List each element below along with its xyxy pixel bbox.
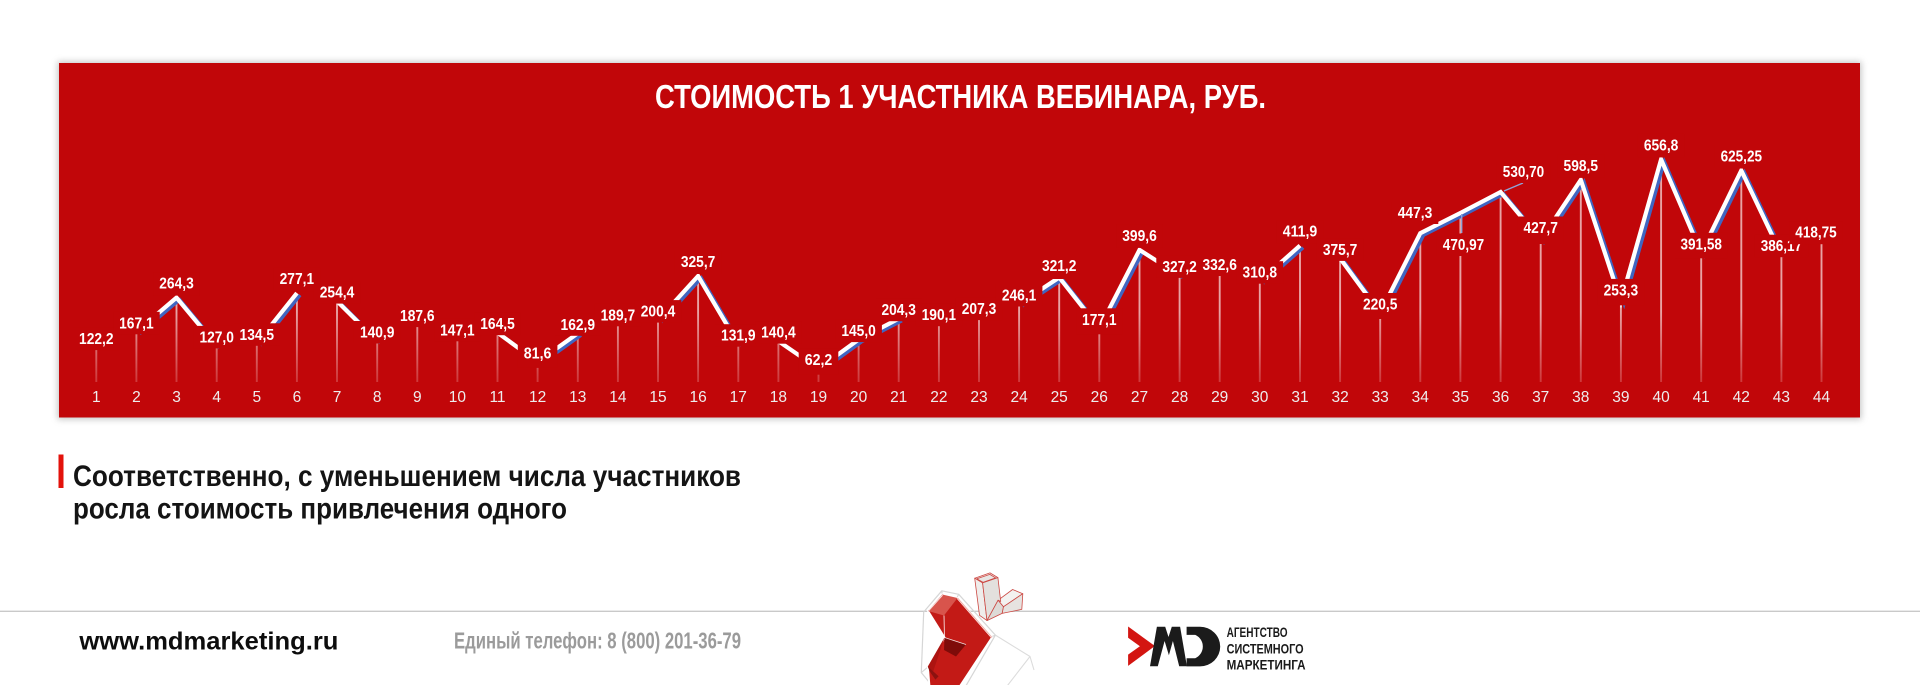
svg-text:145,0: 145,0	[841, 323, 876, 340]
svg-text:325,7: 325,7	[681, 254, 716, 271]
svg-text:134,5: 134,5	[240, 327, 275, 344]
svg-text:9: 9	[413, 389, 422, 406]
svg-text:246,1: 246,1	[1002, 288, 1037, 305]
svg-text:162,9: 162,9	[561, 317, 596, 334]
svg-text:СТОИМОСТЬ 1 УЧАСТНИКА ВЕБИНАРА: СТОИМОСТЬ 1 УЧАСТНИКА ВЕБИНАРА, РУБ.	[655, 78, 1266, 115]
svg-text:12: 12	[529, 389, 546, 406]
svg-text:33: 33	[1372, 389, 1389, 406]
svg-text:25: 25	[1051, 389, 1068, 406]
svg-text:253,3: 253,3	[1604, 282, 1639, 299]
svg-text:375,7: 375,7	[1323, 242, 1358, 259]
svg-text:470,97: 470,97	[1443, 237, 1484, 254]
svg-text:131,9: 131,9	[721, 328, 756, 345]
svg-text:29: 29	[1211, 389, 1228, 406]
svg-text:18: 18	[770, 389, 787, 406]
svg-text:2: 2	[132, 389, 141, 406]
svg-text:310,8: 310,8	[1243, 265, 1278, 282]
svg-text:Соответственно, с уменьшением: Соответственно, с уменьшением числа учас…	[73, 460, 741, 493]
svg-text:17: 17	[730, 389, 747, 406]
svg-text:30: 30	[1251, 389, 1269, 406]
svg-text:127,0: 127,0	[199, 329, 234, 346]
svg-text:26: 26	[1091, 389, 1108, 406]
svg-text:140,9: 140,9	[360, 325, 395, 342]
svg-text:МАРКЕТИНГА: МАРКЕТИНГА	[1227, 656, 1306, 672]
svg-text:656,8: 656,8	[1644, 137, 1679, 154]
svg-text:391,58: 391,58	[1681, 236, 1722, 253]
svg-text:6: 6	[293, 389, 302, 406]
svg-text:167,1: 167,1	[119, 315, 154, 332]
svg-text:321,2: 321,2	[1042, 258, 1077, 275]
svg-text:254,4: 254,4	[320, 285, 355, 302]
svg-text:34: 34	[1412, 389, 1430, 406]
svg-text:СИСТЕМНОГО: СИСТЕМНОГО	[1227, 641, 1304, 657]
svg-text:23: 23	[970, 389, 987, 406]
svg-text:411,9: 411,9	[1283, 224, 1318, 241]
svg-text:АГЕНТСТВО: АГЕНТСТВО	[1227, 624, 1288, 640]
svg-text:7: 7	[333, 389, 342, 406]
svg-text:418,75: 418,75	[1795, 225, 1836, 242]
svg-text:399,6: 399,6	[1122, 228, 1157, 245]
svg-text:42: 42	[1733, 389, 1750, 406]
svg-text:140,4: 140,4	[761, 325, 796, 342]
svg-text:22: 22	[930, 389, 947, 406]
svg-text:20: 20	[850, 389, 868, 406]
svg-text:16: 16	[689, 389, 706, 406]
svg-text:200,4: 200,4	[641, 304, 676, 321]
svg-text:177,1: 177,1	[1082, 312, 1117, 329]
svg-text:220,5: 220,5	[1363, 297, 1398, 314]
svg-text:10: 10	[449, 389, 467, 406]
svg-text:www.mdmarketing.ru: www.mdmarketing.ru	[78, 627, 338, 655]
svg-text:40: 40	[1652, 389, 1670, 406]
svg-text:38: 38	[1572, 389, 1589, 406]
svg-text:122,2: 122,2	[79, 331, 114, 348]
svg-text:41: 41	[1693, 389, 1710, 406]
svg-text:27: 27	[1131, 389, 1148, 406]
svg-text:81,6: 81,6	[524, 345, 552, 362]
svg-text:росла стоимость привлечения од: росла стоимость привлечения одного	[73, 493, 567, 526]
svg-text:14: 14	[609, 389, 627, 406]
svg-text:39: 39	[1612, 389, 1629, 406]
svg-text:21: 21	[890, 389, 907, 406]
svg-text:32: 32	[1331, 389, 1348, 406]
svg-text:190,1: 190,1	[922, 307, 957, 324]
svg-text:43: 43	[1773, 389, 1790, 406]
svg-text:530,70: 530,70	[1503, 164, 1544, 181]
svg-text:4: 4	[212, 389, 221, 406]
svg-text:207,3: 207,3	[962, 301, 997, 318]
svg-text:3: 3	[172, 389, 181, 406]
svg-text:147,1: 147,1	[440, 322, 475, 339]
svg-text:13: 13	[569, 389, 586, 406]
svg-text:447,3: 447,3	[1398, 205, 1433, 222]
svg-text:35: 35	[1452, 389, 1469, 406]
svg-text:15: 15	[649, 389, 666, 406]
svg-text:8: 8	[373, 389, 382, 406]
svg-text:Единый телефон: 8 (800) 201-36: Единый телефон: 8 (800) 201-36-79	[454, 628, 741, 654]
svg-text:189,7: 189,7	[601, 307, 636, 324]
svg-text:625,25: 625,25	[1721, 149, 1762, 166]
svg-text:37: 37	[1532, 389, 1549, 406]
svg-text:11: 11	[489, 389, 505, 406]
svg-text:264,3: 264,3	[159, 276, 194, 293]
svg-text:204,3: 204,3	[881, 302, 916, 319]
svg-text:327,2: 327,2	[1162, 259, 1197, 276]
svg-text:28: 28	[1171, 389, 1188, 406]
svg-text:277,1: 277,1	[280, 271, 315, 288]
svg-text:187,6: 187,6	[400, 308, 435, 325]
svg-text:332,6: 332,6	[1202, 257, 1237, 274]
svg-text:19: 19	[810, 389, 827, 406]
svg-text:5: 5	[252, 389, 261, 406]
svg-text:427,7: 427,7	[1523, 220, 1558, 237]
svg-text:36: 36	[1492, 389, 1509, 406]
svg-text:1: 1	[92, 389, 101, 406]
svg-text:598,5: 598,5	[1564, 158, 1599, 175]
svg-text:31: 31	[1291, 389, 1308, 406]
svg-text:24: 24	[1010, 389, 1028, 406]
svg-text:164,5: 164,5	[480, 316, 515, 333]
svg-text:44: 44	[1813, 389, 1831, 406]
svg-text:62,2: 62,2	[805, 352, 833, 369]
